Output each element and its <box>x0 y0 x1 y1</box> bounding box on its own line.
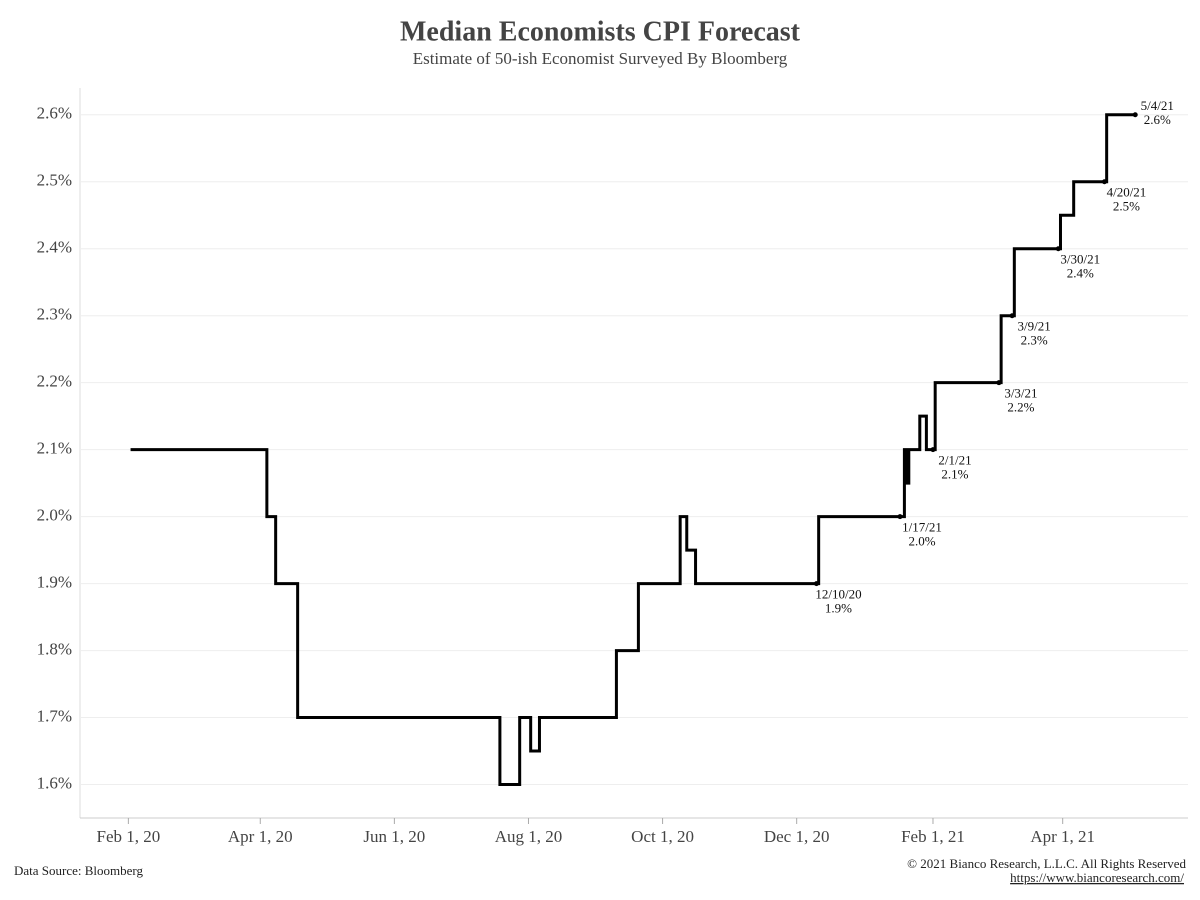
x-tick-label: Dec 1, 20 <box>764 827 830 846</box>
annotation-date: 3/30/21 <box>1060 252 1100 267</box>
annotation-date: 5/4/21 <box>1141 98 1174 113</box>
source: Data Source: Bloomberg <box>14 863 144 878</box>
x-tick-label: Oct 1, 20 <box>631 827 694 846</box>
y-tick-label: 2.0% <box>37 506 72 525</box>
annotation-dot <box>1132 112 1138 118</box>
annotation-date: 1/17/21 <box>902 520 942 535</box>
annotation-date: 3/9/21 <box>1018 319 1051 334</box>
annotation-value: 2.4% <box>1067 266 1094 281</box>
link[interactable]: https://www.biancoresearch.com/ <box>1010 870 1184 885</box>
x-tick-label: Aug 1, 20 <box>495 827 563 846</box>
y-tick-label: 1.6% <box>37 773 72 792</box>
chart-title: Median Economists CPI Forecast <box>400 16 801 47</box>
annotation-dot <box>996 380 1002 386</box>
annotation-dot <box>1055 246 1061 252</box>
y-tick-label: 1.9% <box>37 573 72 592</box>
annotation-value: 2.0% <box>908 534 935 549</box>
y-tick-label: 2.4% <box>37 238 72 257</box>
x-tick-label: Jun 1, 20 <box>363 827 425 846</box>
annotation-date: 12/10/20 <box>815 587 861 602</box>
annotation-value: 2.1% <box>941 467 968 482</box>
y-tick-label: 2.2% <box>37 372 72 391</box>
annotation-date: 3/3/21 <box>1004 386 1037 401</box>
annotation-dot <box>813 581 819 587</box>
y-tick-label: 2.1% <box>37 439 72 458</box>
annotation-value: 2.3% <box>1021 333 1048 348</box>
y-tick-label: 2.3% <box>37 305 72 324</box>
link-text[interactable]: https://www.biancoresearch.com/ <box>1010 870 1184 885</box>
x-tick-label: Apr 1, 21 <box>1030 827 1095 846</box>
annotation-dot <box>1009 313 1015 319</box>
y-tick-label: 1.7% <box>37 706 72 725</box>
x-tick-label: Apr 1, 20 <box>228 827 293 846</box>
annotation-dot <box>930 447 936 453</box>
annotation-value: 2.5% <box>1113 199 1140 214</box>
annotation-value: 1.9% <box>825 601 852 616</box>
annotation-dot <box>1101 179 1107 185</box>
y-tick-label: 2.5% <box>37 171 72 190</box>
annotation-date: 4/20/21 <box>1107 185 1147 200</box>
y-tick-label: 1.8% <box>37 639 72 658</box>
annotation-value: 2.6% <box>1144 112 1171 127</box>
y-tick-label: 2.6% <box>37 104 72 123</box>
annotation-value: 2.2% <box>1007 400 1034 415</box>
chart-subtitle: Estimate of 50-ish Economist Surveyed By… <box>413 49 788 68</box>
x-tick-label: Feb 1, 21 <box>901 827 965 846</box>
copyright: © 2021 Bianco Research, L.L.C. All Right… <box>907 856 1186 871</box>
x-tick-label: Feb 1, 20 <box>96 827 160 846</box>
annotation-date: 2/1/21 <box>938 453 971 468</box>
annotation-dot <box>897 514 903 520</box>
